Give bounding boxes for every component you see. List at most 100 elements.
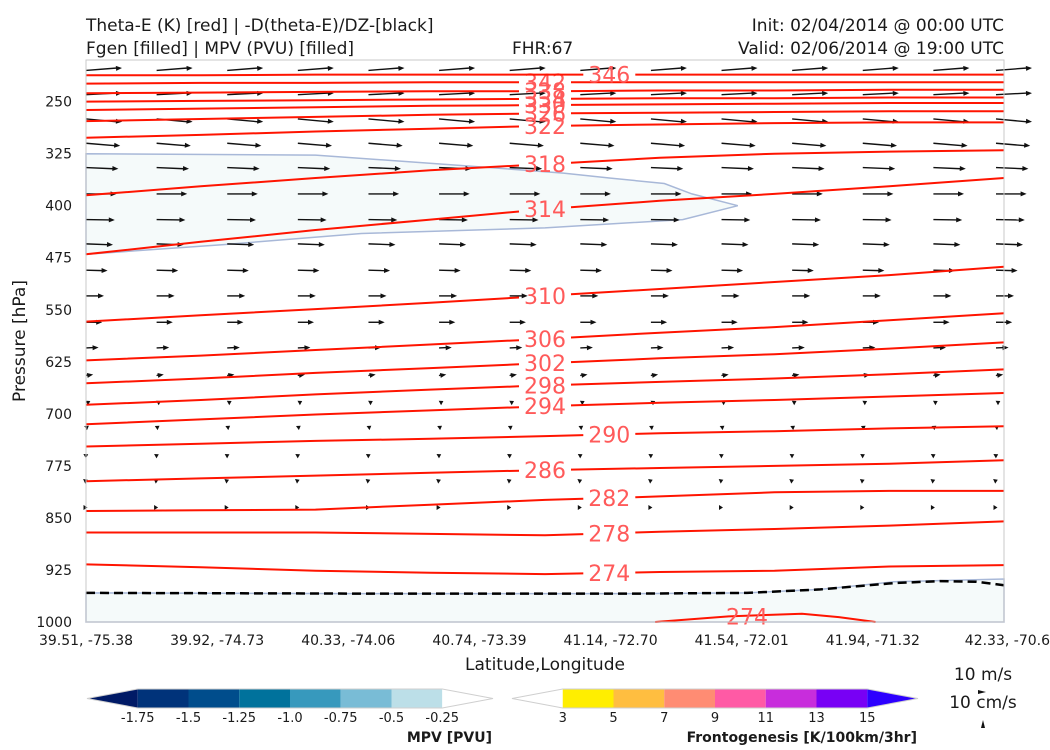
theta-e-contour-298: 298	[85, 368, 1005, 406]
wind-arrow	[227, 319, 244, 325]
theta-e-label-334: 334	[524, 88, 566, 113]
wind-arrow	[862, 217, 892, 223]
wind-arrow	[439, 268, 461, 273]
wind-arrow	[86, 293, 104, 299]
wind-arrow	[930, 505, 935, 510]
wind-arrow	[721, 142, 756, 148]
wind-arrow	[650, 191, 682, 197]
wind-arrow	[933, 217, 963, 223]
wind-arrow	[85, 345, 99, 351]
wind-arrow	[297, 142, 332, 148]
wind-arrow	[507, 425, 513, 431]
valid-time: Valid: 02/06/2014 @ 19:00 UTC	[738, 39, 1004, 59]
y-tick-775: 775	[45, 459, 72, 475]
theta-e-contour-346: 346	[86, 64, 1004, 89]
wind-arrow	[933, 373, 941, 378]
wind-arrow	[368, 166, 401, 171]
wind-arrow	[650, 268, 673, 273]
x-tick-label: 41.54, -72.01	[695, 633, 789, 649]
wind-arrow	[439, 217, 468, 223]
theta-e-label-298: 298	[524, 374, 566, 399]
wind-arrow	[860, 425, 866, 431]
wind-arrow	[227, 293, 246, 299]
colorbar-swatch	[664, 689, 715, 708]
theta-e-label-346: 346	[588, 64, 630, 89]
wind-arrow	[862, 90, 899, 96]
y-tick-925: 925	[45, 563, 72, 579]
colorbar-outline	[86, 688, 494, 709]
wind-arrow	[439, 293, 458, 299]
wind-arrow	[509, 293, 528, 299]
wind-arrow	[85, 142, 121, 148]
wind-arrow	[650, 90, 687, 96]
x-tick-label: 41.14, -72.70	[564, 633, 658, 649]
wind-arrow	[85, 217, 115, 223]
wind-arrow	[649, 425, 654, 431]
wind-arrow	[227, 268, 249, 273]
wind-arrow	[993, 479, 998, 484]
wind-arrow	[579, 373, 588, 378]
colorbar-swatch	[715, 689, 766, 708]
wind-arrow	[721, 293, 740, 299]
reference-vectors: 10 m/s 10 cm/s	[949, 665, 1017, 728]
wind-arrow	[650, 166, 684, 171]
wind-arrow	[156, 345, 170, 351]
y-tick-850: 850	[45, 511, 72, 527]
theta-e-contour-322: 322	[85, 115, 1004, 140]
wind-arrow	[297, 400, 303, 406]
wind-arrow	[650, 217, 680, 223]
colorbar-swatch	[340, 689, 392, 708]
wind-arrow	[156, 65, 193, 72]
wind-arrow	[578, 425, 584, 431]
theta-e-label-274: 274	[588, 562, 630, 587]
wind-arrow	[580, 217, 610, 223]
ref-horizontal-arrow	[978, 690, 986, 694]
wind-arrow	[860, 505, 865, 510]
theta-e-label-290: 290	[588, 424, 630, 449]
wind-arrow	[650, 373, 659, 378]
x-tick-label: 41.94, -71.32	[826, 633, 920, 649]
x-axis-label: Latitude,Longitude	[465, 655, 625, 675]
colorbar-tick: -0.5	[379, 711, 404, 726]
title-line2: Fgen [filled] | MPV (PVU) [filled]	[86, 39, 354, 59]
wind-arrow	[792, 217, 821, 223]
theta-e-contour-306: 306	[85, 312, 1005, 362]
wind-arrow	[995, 400, 1001, 406]
wind-arrow	[297, 293, 316, 299]
theta-e-contour-294: 294	[85, 392, 1005, 426]
ref-horizontal-label: 10 m/s	[954, 665, 1012, 685]
plot-background	[86, 60, 1004, 622]
wind-arrow	[792, 191, 823, 197]
theta-e-contour-278: 278	[86, 520, 1005, 547]
wind-arrow	[368, 268, 391, 273]
wind-arrow	[297, 268, 320, 273]
colorbar-swatch	[137, 689, 189, 708]
wind-arrow	[296, 425, 301, 431]
theta-e-label-282: 282	[588, 487, 630, 512]
wind-arrow	[792, 268, 814, 273]
theta-e-contour-310: 310	[85, 265, 1005, 323]
wind-arrow	[156, 319, 173, 325]
wind-arrow	[792, 345, 805, 351]
wind-arrow	[438, 373, 447, 378]
y-tick-250: 250	[45, 95, 72, 111]
wind-arrow	[509, 319, 526, 325]
theta-e-label-306: 306	[524, 328, 566, 353]
wind-arrow	[995, 373, 1004, 378]
wind-arrow	[368, 217, 398, 223]
wind-arrow	[933, 319, 950, 325]
wind-arrow	[509, 191, 541, 197]
colorbar-tick: 11	[757, 711, 774, 726]
wind-arrow	[792, 293, 811, 299]
wind-arrow	[437, 425, 442, 431]
wind-arrow	[580, 242, 608, 247]
colorbar-tick: -1.25	[222, 711, 256, 726]
x-tick-label: 40.74, -73.39	[432, 633, 526, 649]
wind-arrow	[996, 319, 1013, 325]
wind-arrow	[509, 142, 544, 148]
wind-arrow	[789, 454, 795, 459]
colorbar-swatch	[87, 689, 138, 708]
theta-e-label-330: 330	[524, 94, 566, 119]
wind-arrow	[721, 166, 754, 171]
